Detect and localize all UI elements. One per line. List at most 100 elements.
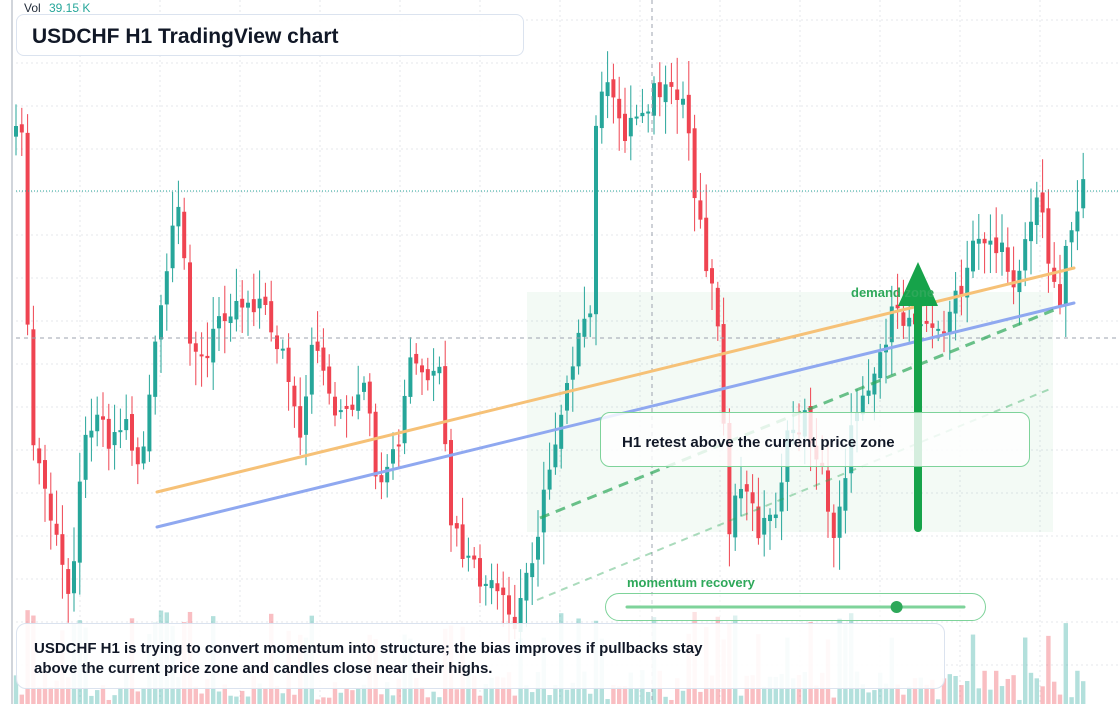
candle-body xyxy=(228,316,233,324)
candle-body xyxy=(304,396,308,435)
volume-bar xyxy=(327,697,332,704)
volume-bar xyxy=(947,674,952,704)
momentum-slider[interactable] xyxy=(605,593,986,621)
chart-grid xyxy=(11,0,1120,704)
candle-body xyxy=(553,444,558,468)
candle-body xyxy=(362,382,366,392)
candle-body xyxy=(1011,270,1016,288)
volume-bar xyxy=(907,686,912,704)
volume-bar xyxy=(1063,623,1068,704)
candle-body xyxy=(72,561,76,594)
candle-body xyxy=(309,344,314,395)
candle-body xyxy=(559,414,564,449)
volume-bar xyxy=(675,678,680,704)
candle-body xyxy=(338,410,343,413)
volume-bar xyxy=(95,690,100,704)
volume-bar xyxy=(483,684,488,704)
summary-panel: USDCHF H1 is trying to convert momentum … xyxy=(16,623,945,689)
volume-bar xyxy=(669,699,674,704)
candle-body xyxy=(739,488,743,499)
candle-body xyxy=(385,466,390,483)
candle-body xyxy=(292,385,297,407)
candle-body xyxy=(408,357,413,397)
volume-bar xyxy=(1040,686,1045,704)
candle-body xyxy=(1029,221,1033,242)
volume-bar xyxy=(680,690,686,704)
candle-body xyxy=(646,111,651,114)
volume-bar xyxy=(263,687,268,704)
candle-body xyxy=(280,348,285,351)
volume-bar xyxy=(698,691,703,704)
candle-body xyxy=(698,200,703,220)
candle-body xyxy=(988,240,993,245)
candle-body xyxy=(947,311,952,334)
volume-bar xyxy=(901,694,906,704)
candle-body xyxy=(443,366,448,445)
candle-body xyxy=(1069,230,1074,243)
volume-bar xyxy=(831,697,836,704)
volume-bar xyxy=(19,694,24,704)
candle-body xyxy=(449,440,453,526)
candle-body xyxy=(837,506,842,538)
volume-bar xyxy=(350,690,355,704)
page-title: USDCHF H1 TradingView chart xyxy=(32,25,339,48)
candle-body xyxy=(576,332,581,367)
volume-bar xyxy=(245,696,251,704)
candle-body xyxy=(356,394,361,411)
volume-bar xyxy=(251,675,256,704)
candle-body xyxy=(715,287,720,327)
volume-bar xyxy=(240,690,245,704)
candle-body xyxy=(89,430,94,438)
volume-bar xyxy=(315,699,320,704)
volume-bar xyxy=(814,685,819,704)
volume-bar xyxy=(605,699,610,704)
candle-body xyxy=(768,514,772,522)
volume-bar xyxy=(193,686,198,704)
candle-body xyxy=(1075,211,1080,232)
candle-body xyxy=(327,366,332,394)
candle-body xyxy=(924,320,929,324)
volume-bar xyxy=(663,696,668,704)
candle-body xyxy=(541,489,546,533)
candle-body xyxy=(889,306,894,343)
candle-body xyxy=(907,317,912,327)
candle-body xyxy=(263,296,268,305)
candle-body xyxy=(681,98,685,105)
volume-bar xyxy=(883,683,889,704)
candle-body xyxy=(1058,284,1062,307)
candle-body xyxy=(170,225,175,269)
volume-value: 39.15 K xyxy=(49,1,91,15)
candle-body xyxy=(1081,179,1086,209)
candle-body xyxy=(599,91,604,129)
volume-bar xyxy=(860,684,865,704)
volume-bar xyxy=(222,684,227,704)
candle-body xyxy=(25,132,30,325)
volume-bar xyxy=(512,695,517,704)
volume-bar xyxy=(477,695,483,704)
candle-body xyxy=(240,298,245,308)
candle-body xyxy=(489,580,494,589)
volume-bar xyxy=(970,634,976,704)
candle-body xyxy=(652,83,656,116)
candle-body xyxy=(478,558,482,587)
candle-body xyxy=(217,316,221,329)
candle-body xyxy=(472,555,477,560)
volume-bar xyxy=(918,677,923,704)
volume-bar xyxy=(982,670,987,704)
volume-bar xyxy=(1034,678,1039,704)
candle-body xyxy=(159,305,163,340)
candle-body xyxy=(188,262,192,344)
candle-body xyxy=(727,422,732,535)
candle-body xyxy=(141,446,146,464)
volume-bar xyxy=(988,689,993,704)
volume-bar xyxy=(280,693,285,704)
volume-bar xyxy=(779,674,784,704)
candle-body xyxy=(994,237,999,254)
momentum-slider-graphic xyxy=(625,601,966,613)
volume-bar xyxy=(924,684,929,704)
title-panel: USDCHF H1 TradingView chart xyxy=(16,14,524,56)
candle-body xyxy=(495,583,500,592)
candle-body xyxy=(315,341,320,351)
volume-bar xyxy=(361,684,367,704)
candle-body xyxy=(164,271,169,305)
